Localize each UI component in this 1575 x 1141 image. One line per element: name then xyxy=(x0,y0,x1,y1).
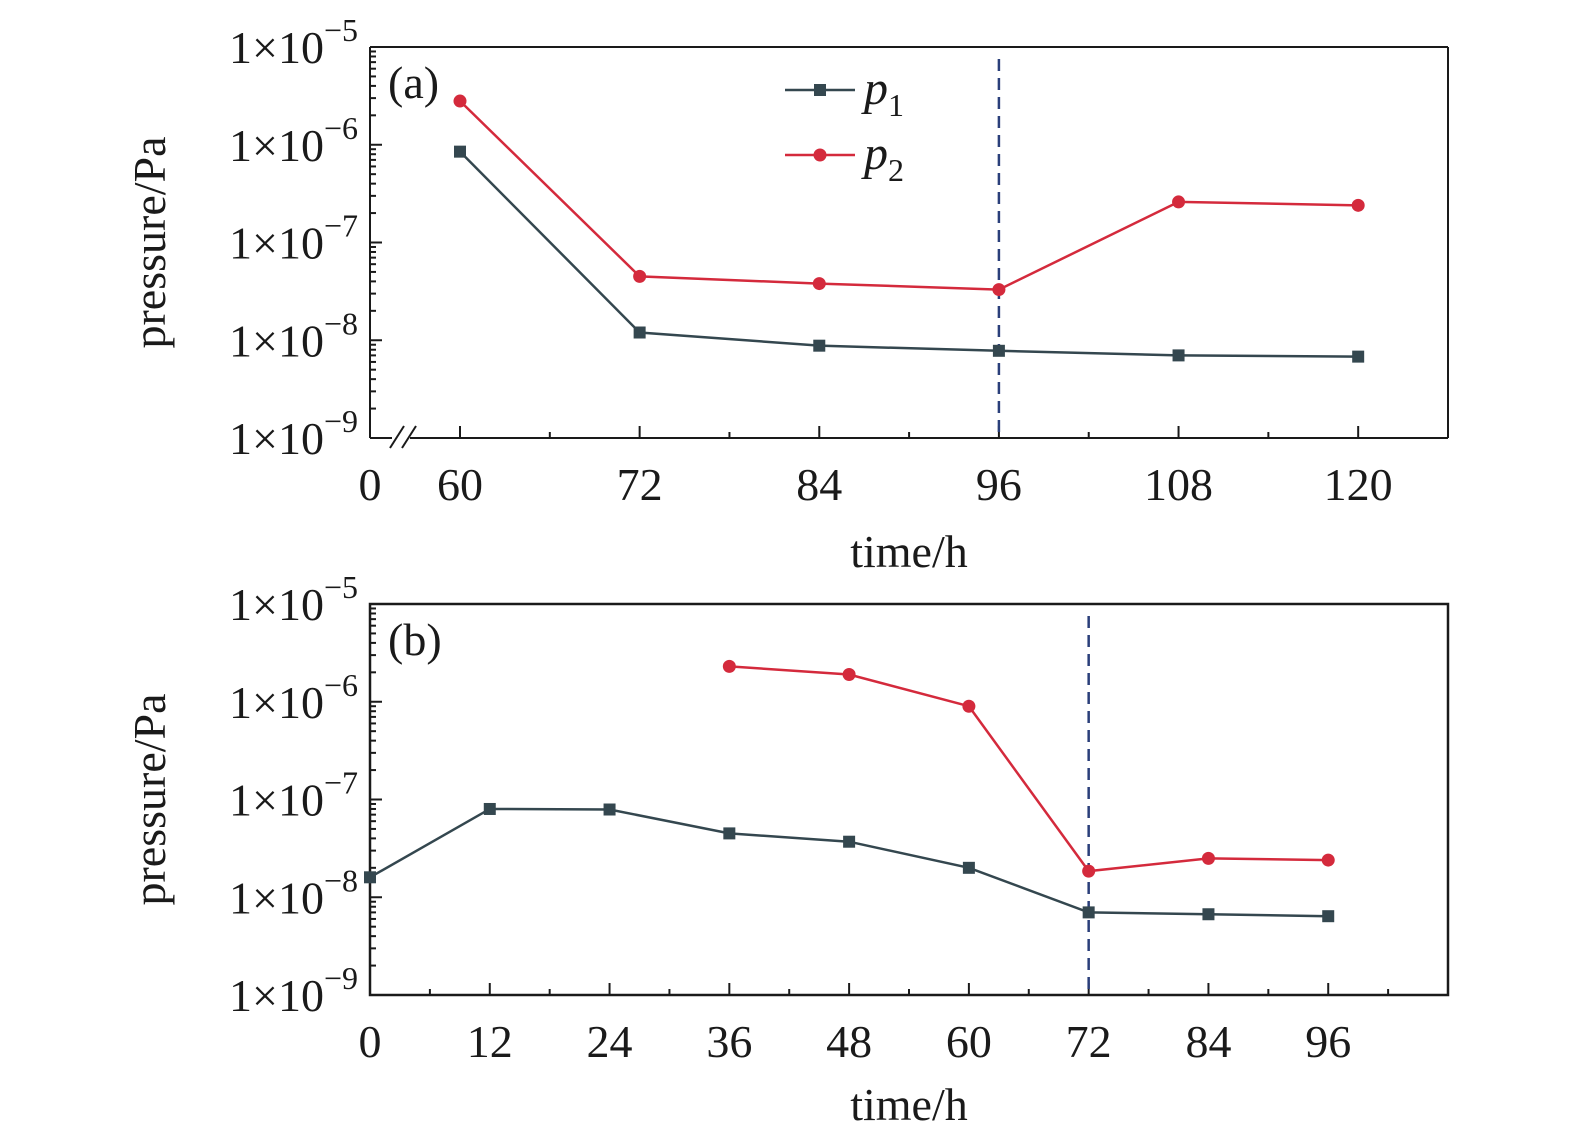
x-tick-label: 120 xyxy=(1324,459,1393,510)
plot-frame xyxy=(368,602,1450,997)
data-point-square xyxy=(454,145,466,158)
y-tick-label: 1×10−6 xyxy=(229,667,358,728)
data-point-circle xyxy=(1351,198,1365,212)
x-tick-label: 60 xyxy=(946,1016,992,1067)
x-tick-label: 72 xyxy=(1066,1016,1112,1067)
y-tick-label: 1×10−8 xyxy=(229,305,358,366)
series-line-2 xyxy=(729,665,1329,873)
series-line-1 xyxy=(369,807,1329,918)
data-point-circle xyxy=(633,269,647,283)
x-tick-label: 12 xyxy=(467,1016,513,1067)
legend-label: p2 xyxy=(861,127,904,188)
data-point-square xyxy=(1322,910,1335,923)
x-tick-label: 72 xyxy=(617,459,663,510)
legend-entry-2: p2 xyxy=(785,127,904,188)
x-axis-label: time/h xyxy=(850,1079,968,1130)
data-point-square xyxy=(813,339,826,352)
y-tick-label: 1×10−8 xyxy=(229,862,358,923)
data-point-circle xyxy=(992,283,1006,297)
x-tick-label: 60 xyxy=(437,459,483,510)
x-tick-label: 84 xyxy=(1185,1016,1231,1067)
data-point-circle xyxy=(453,94,467,108)
legend-marker-square xyxy=(814,84,826,96)
data-point-circle xyxy=(962,699,976,713)
y-tick-label: 1×10−5 xyxy=(229,569,358,630)
data-point-square xyxy=(962,861,975,874)
panel-b-chart: 1×10−5 1×10−6 1×10−7 1×10−8 1×10−90 12 24 36 48 6… xyxy=(124,569,1450,1130)
y-tick-label: 1×10−9 xyxy=(229,403,358,464)
legend-marker-circle xyxy=(813,148,827,162)
data-point-square xyxy=(1082,906,1095,919)
data-point-square xyxy=(843,835,856,848)
series-line-1 xyxy=(459,150,1359,358)
panel-label: (b) xyxy=(388,614,442,665)
y-tick-label: 1×10−6 xyxy=(229,110,358,171)
data-point-circle xyxy=(842,668,856,682)
x-axis-label: time/h xyxy=(850,526,968,577)
x-tick-label: 96 xyxy=(1305,1016,1351,1067)
x-tick-label: 48 xyxy=(826,1016,872,1067)
data-point-square xyxy=(723,827,736,840)
legend-label: p1 xyxy=(861,62,904,123)
x-tick-label: 96 xyxy=(976,459,1022,510)
y-tick-label: 1×10−9 xyxy=(229,960,358,1021)
data-point-square xyxy=(1172,349,1185,362)
y-axis-label: pressure/Pa xyxy=(124,136,175,348)
panel-a-chart: 1×10−5 1×10−6 1×10−7 1×10−8 1×10−9 60 72 84 96 10… xyxy=(124,12,1449,577)
y-tick-label: 1×10−7 xyxy=(229,208,358,269)
x-tick-label: 84 xyxy=(796,459,842,510)
data-point-circle xyxy=(1082,864,1096,878)
x-tick-label: 0 xyxy=(359,1016,382,1067)
data-point-square xyxy=(633,326,646,339)
series-line-2 xyxy=(459,100,1359,291)
data-point-square xyxy=(364,871,376,884)
y-tick-label: 1×10−7 xyxy=(229,765,358,826)
data-point-square xyxy=(992,344,1005,357)
data-point-square xyxy=(483,802,496,815)
x-tick-label: 24 xyxy=(587,1016,633,1067)
panel-label: (a) xyxy=(388,57,439,108)
axis-break-mark xyxy=(401,425,417,449)
data-point-square xyxy=(603,803,616,816)
data-point-circle xyxy=(1201,851,1215,865)
data-point-square xyxy=(1352,350,1365,363)
data-point-square xyxy=(1202,908,1215,921)
data-point-circle xyxy=(812,277,826,291)
x-tick-label: 108 xyxy=(1144,459,1213,510)
data-point-circle xyxy=(1172,195,1186,209)
y-axis-label: pressure/Pa xyxy=(124,693,175,905)
data-point-circle xyxy=(722,659,736,673)
legend-entry-1: p1 xyxy=(785,62,904,123)
x-origin-label: 0 xyxy=(359,459,382,510)
data-point-circle xyxy=(1321,853,1335,867)
x-tick-label: 36 xyxy=(706,1016,752,1067)
y-tick-label: 1×10−5 xyxy=(229,12,358,73)
axis-break-mark xyxy=(389,425,405,449)
